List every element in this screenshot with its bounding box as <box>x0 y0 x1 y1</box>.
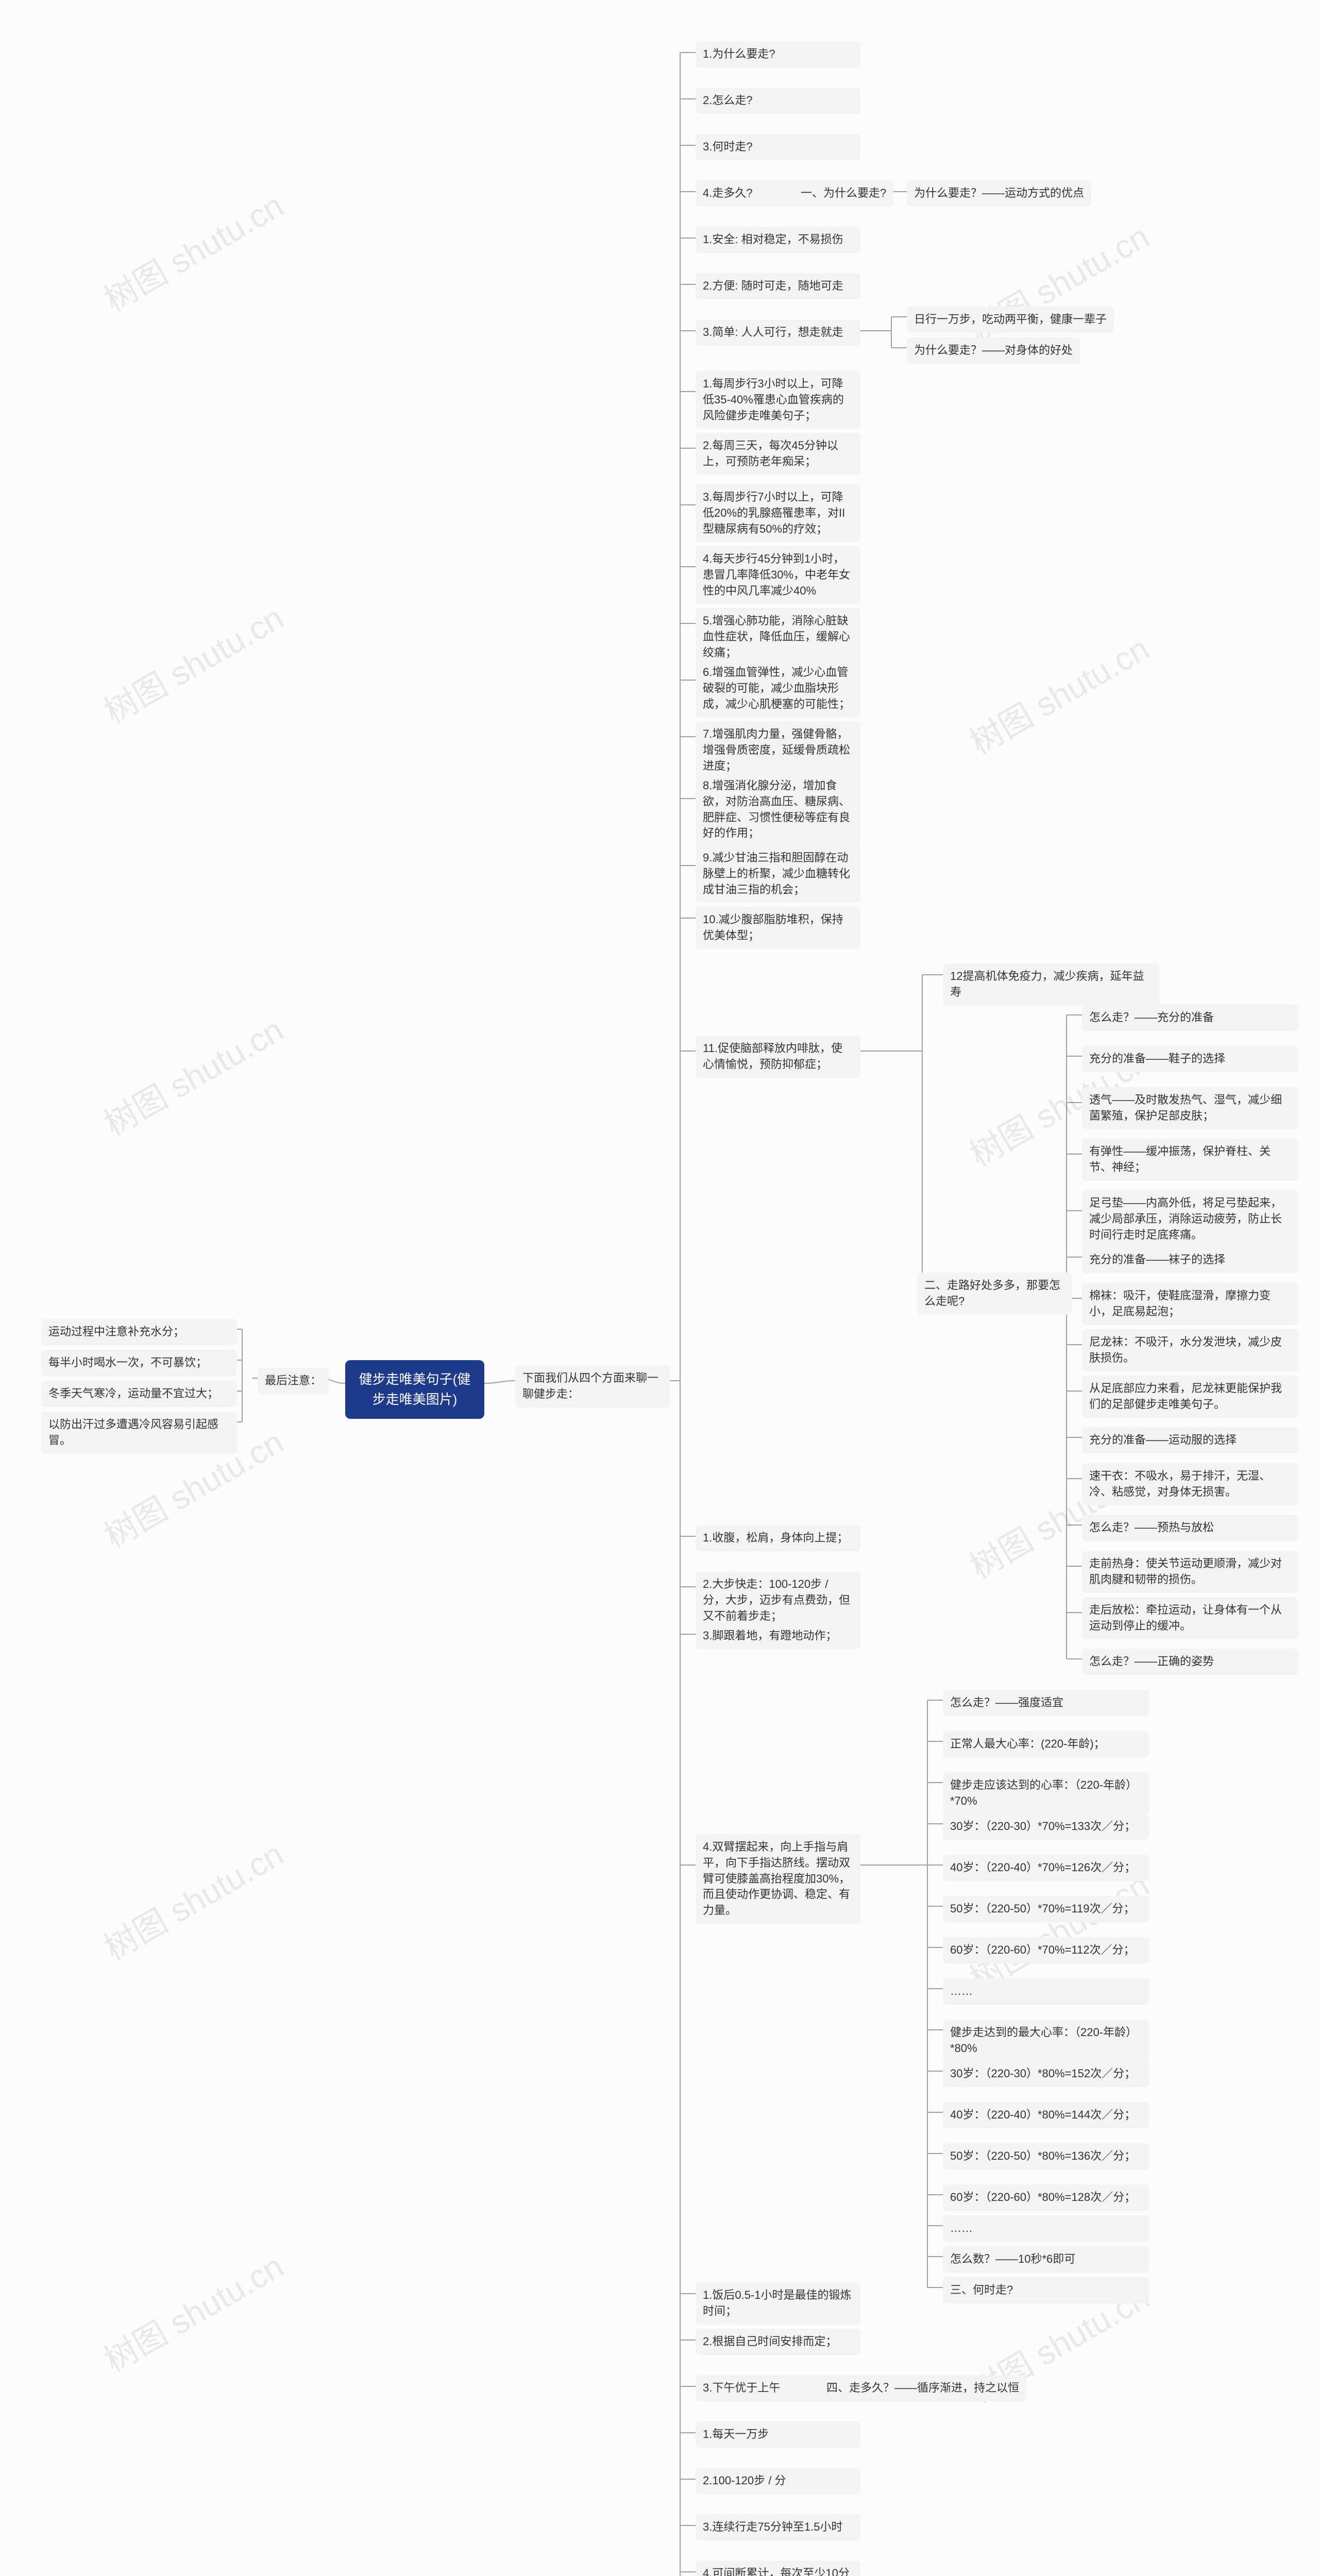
mindmap-node: 正常人最大心率：(220-年龄)； <box>943 1731 1149 1757</box>
mindmap-node: 走后放松：牵拉运动，让身体有一个从运动到停止的缓冲。 <box>1082 1597 1298 1639</box>
mindmap-node: 一、为什么要走? <box>793 180 893 207</box>
mindmap-node: 三、何时走? <box>943 2277 1149 2303</box>
mindmap-node: 5.增强心肺功能，消除心脏缺血性症状，降低血压，缓解心绞痛； <box>696 608 860 666</box>
watermark: 树图 shutu.cn <box>94 1004 291 1145</box>
mindmap-node: 12提高机体免疫力，减少疾病，延年益寿 <box>943 963 1159 1006</box>
mindmap-node: 充分的准备——袜子的选择 <box>1082 1247 1298 1273</box>
mindmap-node: 3.脚跟着地，有蹬地动作； <box>696 1623 860 1649</box>
mindmap-node: 50岁：（220-50）*70%=119次／分； <box>943 1896 1149 1922</box>
watermark: 树图 shutu.cn <box>94 180 291 321</box>
mindmap-node: 3.简单: 人人可行，想走就走 <box>696 319 860 346</box>
mindmap-node: 有弹性——缓冲振荡，保护脊柱、关节、神经； <box>1082 1139 1298 1181</box>
mindmap-node: …… <box>943 1978 1149 2005</box>
mindmap-node: 3.连续行走75分钟至1.5小时 <box>696 2514 860 2540</box>
mindmap-node: 怎么走？——正确的姿势 <box>1082 1649 1298 1675</box>
root-node: 健步走唯美句子(健步走唯美图片) <box>345 1360 484 1419</box>
mindmap-node: 尼龙袜：不吸汗，水分发泄块，减少皮肤损伤。 <box>1082 1329 1298 1371</box>
mindmap-node: 健步走应该达到的心率：（220-年龄）*70% <box>943 1772 1149 1815</box>
mindmap-node: 从足底部应力来看，尼龙袜更能保护我们的足部健步走唯美句子。 <box>1082 1376 1298 1418</box>
mindmap-node: 怎么走？——预热与放松 <box>1082 1515 1298 1541</box>
mindmap-node: 3.何时走? <box>696 134 860 160</box>
mindmap-node: 4.每天步行45分钟到1小时，患冒几率降低30%，中老年女性的中风几率减少40% <box>696 546 860 604</box>
mindmap-node: 7.增强肌肉力量，强健骨骼，增强骨质密度，延缓骨质疏松进度； <box>696 721 860 779</box>
mindmap-node: 4.可间断累计，每次至少10分钟 <box>696 2561 860 2576</box>
mindmap-node: 运动过程中注意补充水分； <box>41 1319 237 1345</box>
mindmap-node: 冬季天气寒冷，运动量不宜过大； <box>41 1381 237 1407</box>
watermark: 树图 shutu.cn <box>94 592 291 733</box>
mindmap-node: 怎么走？——充分的准备 <box>1082 1005 1298 1031</box>
mindmap-node: 1.收腹，松肩，身体向上提； <box>696 1525 860 1551</box>
mindmap-node: 1.饭后0.5-1小时是最佳的锻炼时间； <box>696 2282 860 2325</box>
mindmap-node: 2.方便: 随时可走，随地可走 <box>696 273 860 299</box>
mindmap-node: 下面我们从四个方面来聊一聊健步走： <box>515 1365 670 1408</box>
mindmap-node: 1.安全: 相对稳定，不易损伤 <box>696 227 860 253</box>
mindmap-node: 足弓垫——内高外低，将足弓垫起来，减少局部承压，消除运动疲劳，防止长时间行走时足… <box>1082 1190 1298 1248</box>
mindmap-node: 4.双臂摆起来，向上手指与肩平，向下手指达脐线。摆动双臂可使膝盖高抬程度加30%… <box>696 1834 860 1924</box>
mindmap-node: 2.怎么走? <box>696 88 860 114</box>
mindmap-node: 1.每周步行3小时以上，可降低35-40%罹患心血管疾病的风险健步走唯美句子； <box>696 371 860 429</box>
mindmap-node: 速干衣：不吸水，易于排汗，无湿、冷、粘感觉，对身体无损害。 <box>1082 1463 1298 1505</box>
mindmap-node: 四、走多久？——循序渐进，持之以恒 <box>819 2375 1026 2401</box>
watermark: 树图 shutu.cn <box>94 2241 291 2382</box>
mindmap-node: …… <box>943 2215 1149 2242</box>
mindmap-node: 每半小时喝水一次，不可暴饮； <box>41 1350 237 1376</box>
mindmap-node: 棉袜：吸汗，使鞋底湿滑，摩擦力变小，足底易起泡； <box>1082 1283 1298 1325</box>
mindmap-node: 怎么走？——强度适宜 <box>943 1690 1149 1716</box>
mindmap-node: 10.减少腹部脂肪堆积，保持优美体型； <box>696 907 860 949</box>
mindmap-node: 2.根据自己时间安排而定； <box>696 2329 860 2355</box>
watermark: 树图 shutu.cn <box>94 1828 291 1970</box>
mindmap-node: 透气——及时散发热气、湿气，减少细菌繁殖，保护足部皮肤； <box>1082 1087 1298 1129</box>
mindmap-node: 二、走路好处多多，那要怎么走呢? <box>917 1273 1072 1315</box>
mindmap-node: 30岁：（220-30）*70%=133次／分； <box>943 1814 1149 1840</box>
mindmap-node: 60岁：（220-60）*80%=128次／分； <box>943 2184 1149 2211</box>
mindmap-node: 30岁：（220-30）*80%=152次／分； <box>943 2061 1149 2087</box>
mindmap-node: 2.100-120步 / 分 <box>696 2468 860 2494</box>
mindmap-node: 40岁：（220-40）*80%=144次／分； <box>943 2102 1149 2128</box>
mindmap-node: 1.为什么要走? <box>696 41 860 67</box>
mindmap-node: 11.促使脑部释放内啡肽，使心情愉悦，预防抑郁症； <box>696 1036 860 1078</box>
mindmap-node: 2.大步快走：100-120步 / 分，大步，迈步有点费劲，但又不前着步走； <box>696 1571 860 1629</box>
mindmap-node: 充分的准备——鞋子的选择 <box>1082 1046 1298 1072</box>
mindmap-node: 8.增强消化腺分泌，增加食欲，对防治高血压、糖尿病、肥胖症、习惯性便秘等症有良好… <box>696 773 860 846</box>
mindmap-node: 2.每周三天，每次45分钟以上，可预防老年痴呆； <box>696 433 860 475</box>
mindmap-node: 为什么要走？——运动方式的优点 <box>907 180 1091 207</box>
mindmap-node: 日行一万步，吃动两平衡，健康一辈子 <box>907 307 1114 333</box>
mindmap-node: 40岁：（220-40）*70%=126次／分； <box>943 1855 1149 1881</box>
watermark: 树图 shutu.cn <box>960 623 1157 764</box>
mindmap-node: 60岁：（220-60）*70%=112次／分； <box>943 1937 1149 1963</box>
mindmap-node: 走前热身：使关节运动更顺滑，减少对肌肉腱和韧带的损伤。 <box>1082 1551 1298 1593</box>
mindmap-node: 怎么数？——10秒*6即可 <box>943 2246 1149 2273</box>
mindmap-node: 最后注意： <box>258 1368 329 1394</box>
mindmap-node: 50岁：（220-50）*80%=136次／分； <box>943 2143 1149 2170</box>
mindmap-node: 6.增强血管弹性，减少心血管破裂的可能，减少血脂块形成，减少心肌梗塞的可能性； <box>696 659 860 717</box>
mindmap-node: 为什么要走？——对身体的好处 <box>907 337 1080 364</box>
mindmap-node: 3.每周步行7小时以上，可降低20%的乳腺癌罹患率，对II型糖尿病有50%的疗效… <box>696 484 860 542</box>
mindmap-node: 充分的准备——运动服的选择 <box>1082 1427 1298 1453</box>
mindmap-node: 以防出汗过多遭遇冷风容易引起感冒。 <box>41 1412 237 1454</box>
mindmap-node: 9.减少甘油三指和胆固醇在动脉壁上的析聚，减少血糖转化成甘油三指的机会； <box>696 845 860 903</box>
mindmap-node: 健步走达到的最大心率：（220-年龄）*80% <box>943 2020 1149 2062</box>
mindmap-node: 1.每天一万步 <box>696 2421 860 2448</box>
